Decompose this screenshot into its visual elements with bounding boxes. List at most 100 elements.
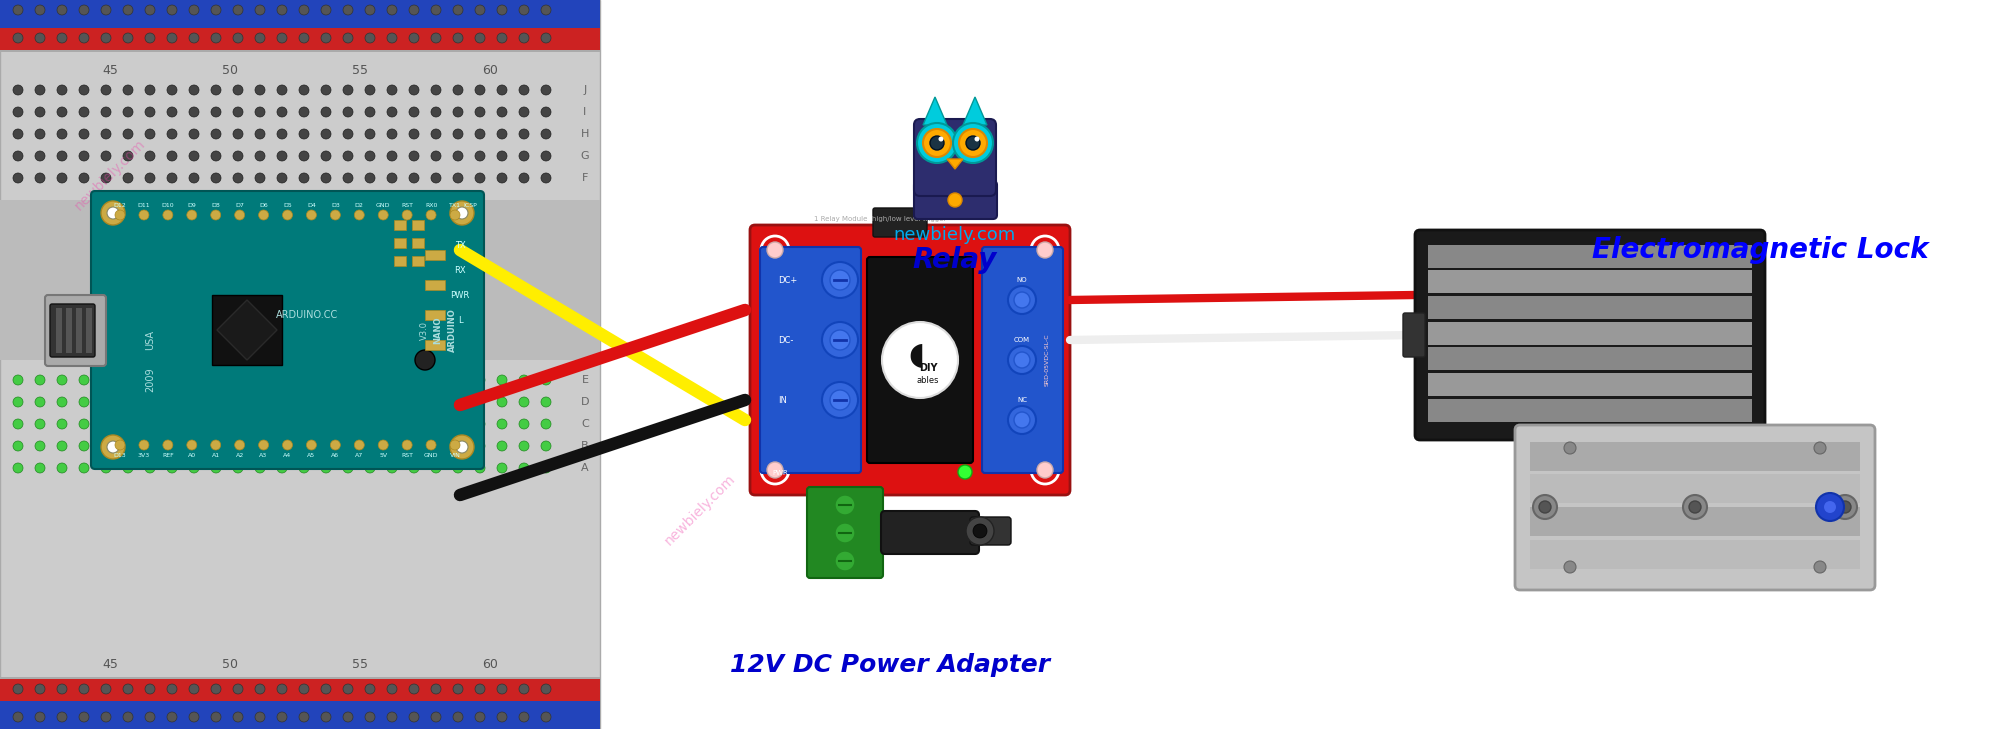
Circle shape — [102, 435, 126, 459]
Text: 2009: 2009 — [146, 367, 156, 392]
Circle shape — [58, 712, 68, 722]
Text: 60: 60 — [483, 63, 497, 77]
Circle shape — [453, 85, 463, 95]
Circle shape — [830, 270, 850, 290]
Circle shape — [124, 419, 134, 429]
Circle shape — [299, 33, 309, 43]
Circle shape — [283, 440, 293, 450]
Circle shape — [234, 33, 244, 43]
Circle shape — [212, 129, 222, 139]
Circle shape — [519, 33, 529, 43]
Circle shape — [1683, 495, 1707, 519]
Circle shape — [14, 419, 24, 429]
Circle shape — [387, 129, 397, 139]
Circle shape — [830, 390, 850, 410]
Circle shape — [124, 151, 134, 161]
Circle shape — [1008, 346, 1036, 374]
Circle shape — [1689, 501, 1701, 513]
Text: TX: TX — [455, 241, 465, 249]
Circle shape — [497, 129, 507, 139]
Circle shape — [431, 173, 441, 183]
Circle shape — [882, 322, 958, 398]
Circle shape — [80, 129, 90, 139]
Circle shape — [475, 684, 485, 694]
Circle shape — [331, 210, 341, 220]
Circle shape — [431, 129, 441, 139]
FancyBboxPatch shape — [880, 511, 978, 554]
Bar — [1531, 507, 1860, 536]
FancyBboxPatch shape — [982, 247, 1064, 473]
Circle shape — [36, 375, 46, 385]
Text: A6: A6 — [331, 453, 339, 458]
Circle shape — [277, 129, 287, 139]
FancyBboxPatch shape — [806, 487, 882, 578]
Bar — [425, 250, 445, 260]
Text: VIN: VIN — [449, 453, 461, 458]
Circle shape — [234, 85, 244, 95]
Circle shape — [497, 33, 507, 43]
Circle shape — [1038, 462, 1054, 478]
Circle shape — [58, 5, 68, 15]
Circle shape — [353, 210, 365, 220]
Circle shape — [475, 463, 485, 473]
Text: 50: 50 — [222, 658, 238, 671]
Text: ICSP: ICSP — [463, 203, 477, 208]
Circle shape — [168, 129, 178, 139]
Circle shape — [365, 441, 375, 451]
Circle shape — [365, 173, 375, 183]
Text: E: E — [581, 375, 589, 385]
Circle shape — [212, 684, 222, 694]
Polygon shape — [946, 159, 962, 169]
Text: RX: RX — [455, 265, 465, 275]
Circle shape — [321, 441, 331, 451]
Circle shape — [475, 441, 485, 451]
Circle shape — [343, 397, 353, 407]
Circle shape — [541, 441, 551, 451]
Circle shape — [475, 33, 485, 43]
Bar — [1531, 474, 1860, 503]
Circle shape — [1014, 352, 1030, 368]
Circle shape — [146, 397, 156, 407]
Circle shape — [277, 712, 287, 722]
Circle shape — [425, 210, 435, 220]
Circle shape — [409, 173, 419, 183]
Circle shape — [519, 129, 529, 139]
FancyBboxPatch shape — [1415, 230, 1764, 440]
Circle shape — [497, 419, 507, 429]
Circle shape — [299, 419, 309, 429]
Circle shape — [321, 107, 331, 117]
Text: D9: D9 — [188, 203, 196, 208]
Circle shape — [387, 684, 397, 694]
Circle shape — [321, 419, 331, 429]
Circle shape — [387, 107, 397, 117]
Circle shape — [102, 441, 112, 451]
Circle shape — [377, 440, 387, 450]
Bar — [411, 220, 423, 230]
Circle shape — [834, 495, 854, 515]
Circle shape — [168, 5, 178, 15]
Circle shape — [234, 397, 244, 407]
Circle shape — [409, 85, 419, 95]
Text: DC+: DC+ — [778, 276, 796, 284]
Circle shape — [58, 419, 68, 429]
Circle shape — [36, 712, 46, 722]
Circle shape — [387, 5, 397, 15]
Circle shape — [431, 5, 441, 15]
Text: V3.0: V3.0 — [419, 321, 429, 340]
Circle shape — [102, 5, 112, 15]
Circle shape — [164, 440, 174, 450]
Circle shape — [14, 151, 24, 161]
Circle shape — [255, 419, 265, 429]
Circle shape — [822, 322, 858, 358]
Circle shape — [80, 107, 90, 117]
Circle shape — [343, 173, 353, 183]
Circle shape — [401, 210, 411, 220]
Circle shape — [475, 173, 485, 183]
Circle shape — [453, 441, 463, 451]
Text: REF: REF — [162, 453, 174, 458]
Circle shape — [299, 397, 309, 407]
Circle shape — [519, 684, 529, 694]
Circle shape — [212, 85, 222, 95]
Text: D13: D13 — [114, 453, 126, 458]
Circle shape — [255, 684, 265, 694]
